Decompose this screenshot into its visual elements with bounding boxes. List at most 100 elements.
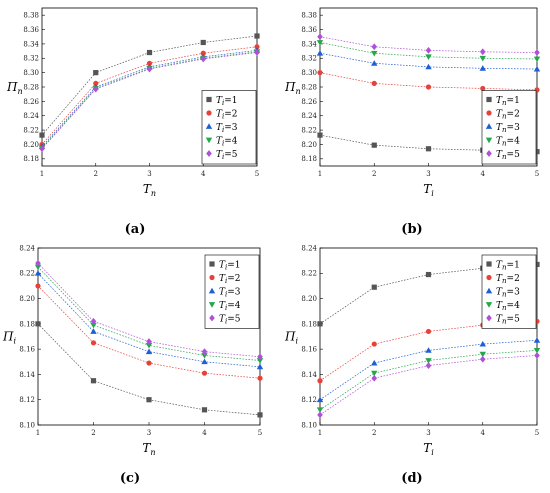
data-point xyxy=(201,358,208,365)
data-point xyxy=(200,39,206,46)
data-point xyxy=(371,142,377,148)
legend-var: T xyxy=(496,261,503,271)
data-point xyxy=(201,407,208,413)
y-tick-label: 8.18 xyxy=(19,320,35,328)
data-point xyxy=(254,44,260,50)
y-axis-label: Πi xyxy=(284,330,298,346)
legend-var-sub: n xyxy=(502,264,507,272)
data-point xyxy=(146,338,152,345)
y-tick-label: 8.24 xyxy=(19,244,35,252)
y-tick-label: 8.32 xyxy=(301,55,317,63)
data-point xyxy=(371,370,378,377)
y-tick-label: 8.22 xyxy=(19,270,35,278)
data-point xyxy=(146,65,153,73)
legend-label: Ti=1 xyxy=(216,96,238,107)
legend-marker xyxy=(485,137,493,144)
data-point xyxy=(317,378,323,384)
y-tick-label: 8.20 xyxy=(23,141,39,149)
legend-value: =3 xyxy=(224,123,238,133)
legend-var-sub: n xyxy=(502,277,507,285)
legend-label: Ti=4 xyxy=(219,301,241,312)
x-tick-label: 1 xyxy=(40,170,44,178)
y-axis-label-sub: n xyxy=(295,87,300,96)
y-axis-label: Πn xyxy=(6,80,23,96)
y-tick-label: 8.36 xyxy=(23,26,39,34)
data-point xyxy=(425,347,432,353)
legend-value: =1 xyxy=(507,96,520,106)
data-point xyxy=(479,55,486,62)
y-tick-label: 8.22 xyxy=(301,126,317,134)
legend-var: T xyxy=(496,288,503,298)
legend-value: =5 xyxy=(224,150,238,160)
y-tick-label: 8.18 xyxy=(23,155,39,163)
x-axis-label-base: T xyxy=(143,182,152,196)
y-tick-label: 8.24 xyxy=(23,112,39,120)
legend-marker xyxy=(485,123,493,129)
x-tick-label: 3 xyxy=(426,429,430,437)
data-point xyxy=(146,397,152,403)
x-axis-label: Ti xyxy=(423,182,434,198)
data-point xyxy=(93,70,99,76)
y-tick-label: 8.24 xyxy=(301,244,317,252)
x-tick-label: 2 xyxy=(372,170,376,178)
legend-marker xyxy=(485,302,493,308)
data-point xyxy=(533,65,541,72)
x-tick-label: 3 xyxy=(147,170,151,178)
legend-var-sub: i xyxy=(225,291,227,299)
data-point xyxy=(534,261,540,268)
x-tick-label: 1 xyxy=(318,170,322,178)
x-tick-label: 5 xyxy=(535,170,539,178)
legend-label: Tn=4 xyxy=(496,137,520,148)
x-axis-label-base: T xyxy=(423,182,432,196)
y-axis-label-base: Π xyxy=(2,330,14,344)
legend-label: Tn=2 xyxy=(496,110,520,121)
panel-d: 8.108.128.148.168.188.208.228.241 2 3 4 5TiΠ… xyxy=(284,244,541,486)
y-axis-label-sub: i xyxy=(295,337,298,346)
panel-caption: (b) xyxy=(401,222,422,237)
legend-var-sub: i xyxy=(225,304,227,312)
y-tick-label: 8.28 xyxy=(23,83,39,91)
legend-var-sub: n xyxy=(502,113,507,121)
legend-marker xyxy=(486,96,492,103)
legend-label: Ti=2 xyxy=(216,110,238,121)
legend: Ti=1Ti=2Ti=3Ti=4Ti=5 xyxy=(204,254,260,329)
y-tick-label: 8.38 xyxy=(301,12,317,20)
y-tick-label: 8.22 xyxy=(301,270,317,278)
y-axis-label-base: Π xyxy=(284,330,296,344)
legend-marker xyxy=(206,150,212,157)
data-point xyxy=(479,65,486,71)
panel-c: 8.10 8.12 8.14 8.16 8.18 8.20 8.22 8.24 1 2 3 4 5 Tn Π… xyxy=(2,244,264,486)
x-tick-label: 3 xyxy=(426,170,430,178)
y-axis-label: Πi xyxy=(2,330,16,346)
y-tick-label: 8.12 xyxy=(301,396,317,404)
legend-label: Tn=4 xyxy=(496,301,520,312)
data-point xyxy=(317,33,323,41)
x-tick-label: 5 xyxy=(258,429,262,437)
y-tick-label: 8.18 xyxy=(301,155,317,163)
y-tick-label: 8.14 xyxy=(301,371,317,379)
x-tick-label: 1 xyxy=(318,429,322,437)
legend-var-sub: i xyxy=(225,277,227,285)
x-axis-label: Tn xyxy=(142,441,155,457)
legend-marker xyxy=(486,110,492,116)
y-tick-label: 8.20 xyxy=(301,141,317,149)
data-point xyxy=(316,396,324,403)
data-point xyxy=(146,49,153,56)
data-point xyxy=(371,374,378,382)
legend-label: Tn=3 xyxy=(496,288,520,299)
legend-var: T xyxy=(216,96,223,106)
panel-b: 8.18 8.20 8.22 8.24 8.26 8.28 8.30 8.32 8.34 8.36… xyxy=(284,7,541,237)
legend-label: Ti=1 xyxy=(219,261,241,272)
data-point xyxy=(317,321,323,327)
data-point xyxy=(90,328,97,334)
y-tick-label: 8.20 xyxy=(301,295,317,303)
data-point xyxy=(371,341,377,347)
data-point xyxy=(371,60,378,66)
legend-marker xyxy=(485,287,493,294)
legend-var: T xyxy=(496,123,503,133)
legend-marker xyxy=(208,287,216,294)
x-tick-label: 2 xyxy=(94,170,98,178)
x-axis-label-base: T xyxy=(423,441,432,455)
data-point xyxy=(371,359,378,366)
legend-var: T xyxy=(219,274,226,284)
